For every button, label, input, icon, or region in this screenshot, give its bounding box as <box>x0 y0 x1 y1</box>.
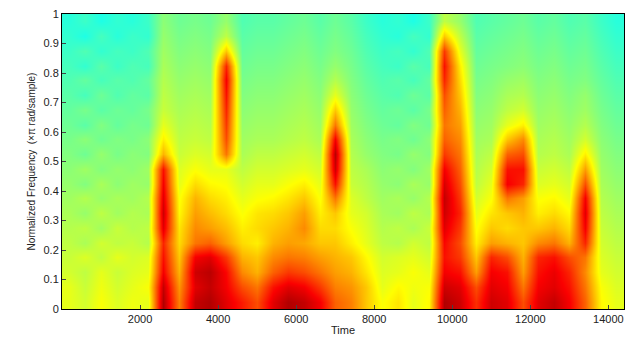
svg-text:0.6: 0.6 <box>44 126 59 138</box>
svg-text:0.8: 0.8 <box>44 67 59 79</box>
svg-text:10000: 10000 <box>437 313 468 325</box>
svg-text:0.7: 0.7 <box>44 96 59 108</box>
svg-text:0.1: 0.1 <box>44 273 59 285</box>
svg-text:6000: 6000 <box>284 313 308 325</box>
svg-text:0.2: 0.2 <box>44 244 59 256</box>
svg-text:0.9: 0.9 <box>44 37 59 49</box>
svg-text:0: 0 <box>53 303 59 315</box>
svg-text:Time: Time <box>331 324 355 336</box>
svg-text:14000: 14000 <box>593 313 624 325</box>
svg-text:12000: 12000 <box>515 313 546 325</box>
svg-text:1: 1 <box>53 8 59 20</box>
svg-text:4000: 4000 <box>206 313 230 325</box>
svg-text:Normalized Frequency (×π rad/: Normalized Frequency (×π rad/sample) <box>26 73 37 251</box>
svg-text:2000: 2000 <box>128 313 152 325</box>
svg-text:0.5: 0.5 <box>44 155 59 167</box>
svg-text:8000: 8000 <box>362 313 386 325</box>
svg-text:0.3: 0.3 <box>44 214 59 226</box>
svg-text:0.4: 0.4 <box>44 185 59 197</box>
